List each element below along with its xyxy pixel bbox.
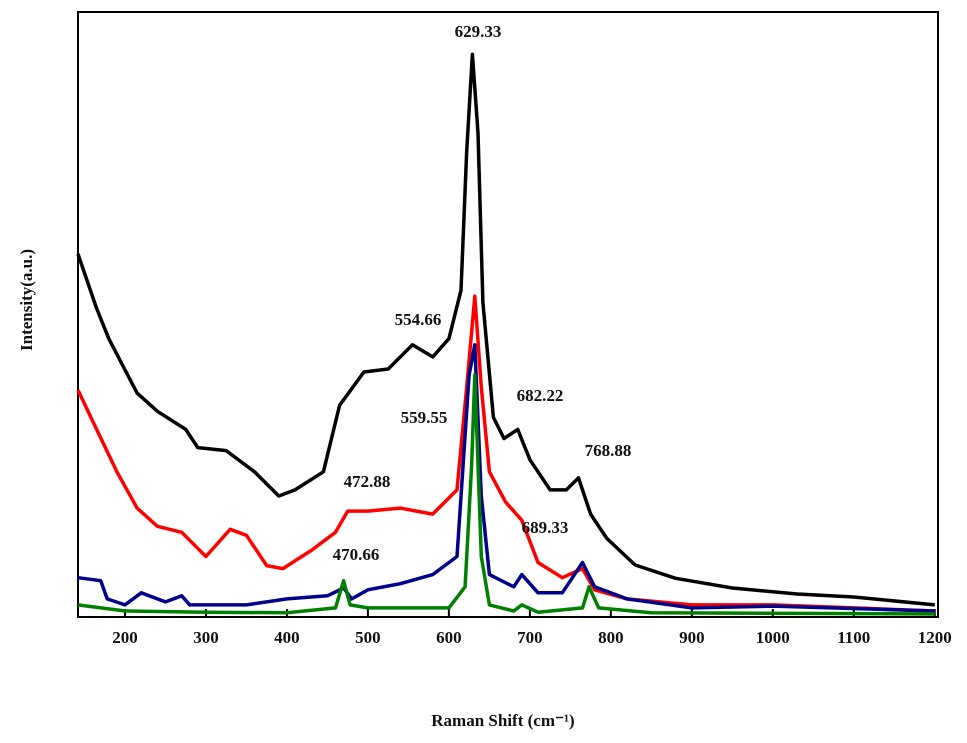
plot-frame: [77, 11, 939, 618]
x-tick-label: 400: [274, 628, 300, 647]
spectrum-line: [77, 343, 935, 613]
x-tick-label: 300: [193, 628, 219, 647]
x-tick-label: 700: [517, 628, 543, 647]
peak-label: 682.22: [517, 386, 564, 405]
peak-label: 470.66: [333, 545, 380, 564]
spectrum-line: [76, 52, 935, 607]
x-tick-label: 200: [112, 628, 138, 647]
x-tick-label: 800: [598, 628, 624, 647]
y-axis-label: Intensity(a.u.): [17, 249, 36, 351]
x-tick-label: 1000: [756, 628, 790, 647]
spectrum-line: [77, 373, 935, 616]
x-tick-label: 1200: [918, 628, 952, 647]
x-tick-label: 1100: [837, 628, 870, 647]
x-tick-label: 500: [355, 628, 381, 647]
peak-label: 559.55: [401, 408, 448, 427]
peak-label: 629.33: [455, 22, 502, 41]
x-tick-label: 900: [679, 628, 705, 647]
spectrum-line: [76, 294, 935, 613]
x-axis-label: Raman Shift (cm⁻¹): [431, 711, 574, 730]
peak-label: 689.33: [522, 518, 569, 537]
peak-label: 472.88: [344, 472, 391, 491]
x-tick-label: 600: [436, 628, 462, 647]
peak-label: 554.66: [395, 310, 442, 329]
peak-label: 768.88: [585, 441, 632, 460]
